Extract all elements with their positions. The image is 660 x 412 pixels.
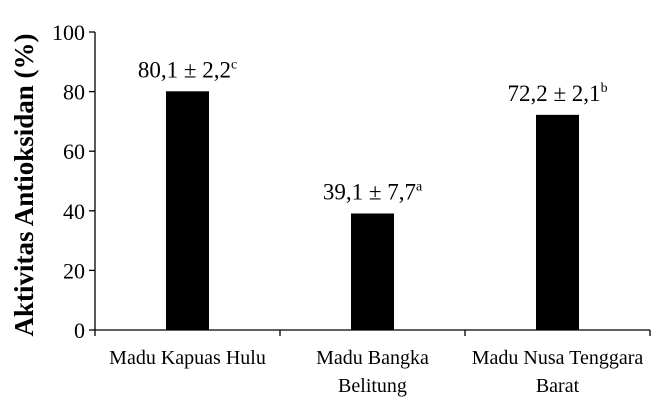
axes bbox=[94, 32, 650, 331]
data-label: 80,1 ± 2,2c bbox=[138, 57, 237, 82]
data-label: 72,2 ± 2,1b bbox=[507, 81, 607, 106]
bars bbox=[166, 91, 579, 331]
y-tick-label: 80 bbox=[63, 80, 85, 105]
y-axis-title: Aktivitas Antioksidan (%) bbox=[9, 33, 39, 336]
category-label: Madu Bangka bbox=[316, 347, 429, 369]
data-labels: 80,1 ± 2,2c 39,1 ± 7,7a 72,2 ± 2,1b bbox=[138, 57, 608, 204]
category-label: Belitung bbox=[338, 375, 407, 397]
y-tick-label: 60 bbox=[63, 139, 85, 164]
data-label-superscript: c bbox=[231, 57, 237, 72]
bar bbox=[351, 213, 394, 330]
category-labels: Madu Kapuas Hulu Madu Bangka Belitung Madu … bbox=[109, 347, 643, 397]
category-label: Madu Kapuas Hulu bbox=[109, 347, 266, 369]
bar bbox=[536, 114, 579, 331]
data-label-superscript: a bbox=[416, 179, 423, 194]
category-label: Barat bbox=[536, 375, 580, 397]
bar bbox=[166, 91, 209, 330]
y-tick-label: 100 bbox=[52, 20, 85, 45]
y-tick-label: 40 bbox=[63, 199, 85, 224]
y-axis-ticks: 0 20 40 60 80 100 bbox=[52, 20, 651, 343]
y-axis-title-group: Aktivitas Antioksidan (%) bbox=[9, 33, 39, 336]
category-label: Madu Nusa Tenggara bbox=[472, 347, 644, 369]
data-label: 39,1 ± 7,7a bbox=[323, 179, 423, 204]
y-tick-label: 0 bbox=[74, 318, 85, 343]
y-tick-label: 20 bbox=[63, 258, 85, 283]
data-label-superscript: b bbox=[601, 81, 608, 96]
